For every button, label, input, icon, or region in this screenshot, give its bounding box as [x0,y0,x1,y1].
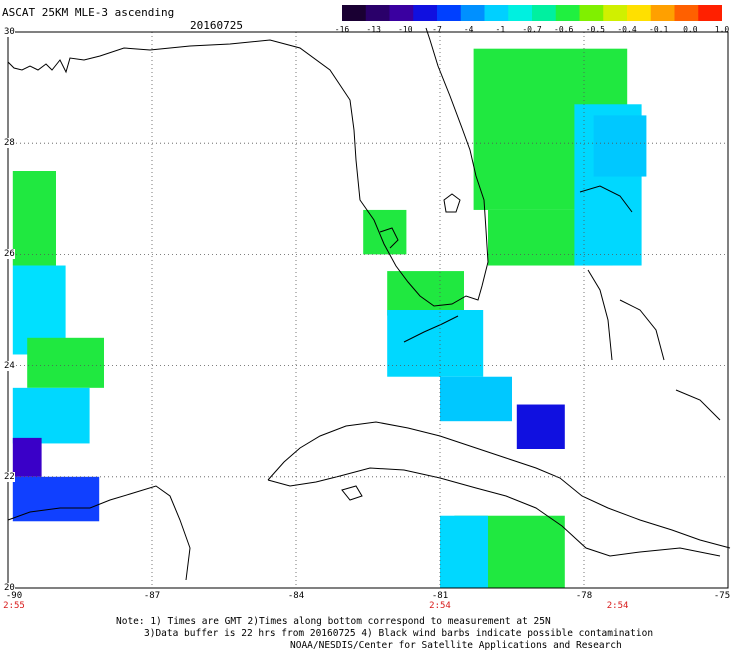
gulf-coastline [7,27,489,307]
latitude-label: 26 [4,249,15,260]
swath-cell-central [387,271,464,316]
colorbar-swatch [627,5,652,21]
longitude-label: -87 [143,591,161,601]
keys-coastline [403,315,459,343]
note-line-1: Note: 1) Times are GMT 2)Times along bot… [116,616,551,627]
colorbar-tick-label: -0.5 [585,25,605,34]
colorbar-tick-label: -0.4 [617,25,637,34]
colorbar-swatch [413,5,438,21]
swath-cell-west [12,387,90,444]
colorbar [342,5,722,21]
map-plot [7,27,731,589]
chart-title: ASCAT 25KM MLE-3 ascending [2,6,175,19]
longitude-label: -84 [287,591,305,601]
colorbar-swatch [650,5,675,21]
colorbar-tick-label: 1.0 [714,25,730,34]
swath-cell-east [593,115,647,177]
colorbar-tick-label: -4 [463,25,474,34]
note-line-2: 3)Data buffer is 22 hrs from 20160725 4)… [144,628,654,639]
bahamas-coastline [579,185,721,421]
isle-of-youth [341,485,363,501]
colorbar-swatch [579,5,604,21]
latitude-label: 20 [4,583,15,593]
colorbar-tick-label: -1 [495,25,506,34]
swath-cell-central [363,209,407,255]
longitude-label: -81 [431,591,449,601]
colorbar-swatch [389,5,414,21]
colorbar-swatch [555,5,580,21]
colorbar-swatch [508,5,533,21]
swath-cell-central [516,404,565,449]
swath-cell-west [12,437,42,477]
lake-okeechobee [443,193,461,213]
latitude-label: 22 [4,471,15,482]
longitude-label: -75 [713,591,731,601]
swath-cell-central [387,310,484,377]
colorbar-tick-label: -16 [334,25,350,34]
swath-cell-central [440,515,488,588]
swath-layer [12,48,647,588]
time-label: 2:55 [3,601,25,611]
time-label: 2:54 [606,601,629,611]
colorbar-swatch [532,5,557,21]
latitude-label: 28 [4,138,15,149]
time-label: 2:54 [429,601,451,611]
colorbar-tick-label: -0.6 [554,25,574,34]
coastline-layer [7,27,731,581]
colorbar-swatch [342,5,367,21]
colorbar-swatch [460,5,485,21]
tampa-coastline [379,227,399,249]
colorbar-swatch [365,5,390,21]
swath-cell-central [440,376,512,422]
map-frame [7,31,729,589]
chart-date: 20160725 [190,19,243,32]
note-line-3: NOAA/NESDIS/Center for Satellite Applica… [290,640,622,651]
colorbar-tick-label: 0.0 [683,25,698,34]
colorbar-tick-label: -0.7 [522,25,542,34]
colorbar-swatch [603,5,628,21]
colorbar-swatch [674,5,699,21]
cuba-coastline [267,421,731,557]
colorbar-swatch [484,5,509,21]
yucatan-coastline [7,485,191,581]
latitude-label: 30 [4,27,15,37]
swath-cell-west [27,337,105,388]
longitude-label: -90 [5,591,23,601]
colorbar-tick-label: -10 [398,25,413,34]
colorbar-tick-label: -0.1 [649,25,669,34]
swath-cell-west [12,171,57,266]
latitude-label: 24 [4,360,15,371]
colorbar-tick-label: -7 [432,25,442,34]
colorbar-swatch [698,5,722,21]
colorbar-swatch [437,5,462,21]
colorbar-tick-label: -13 [366,25,381,34]
longitude-label: -78 [575,591,593,601]
swath-cell-west [12,476,100,522]
